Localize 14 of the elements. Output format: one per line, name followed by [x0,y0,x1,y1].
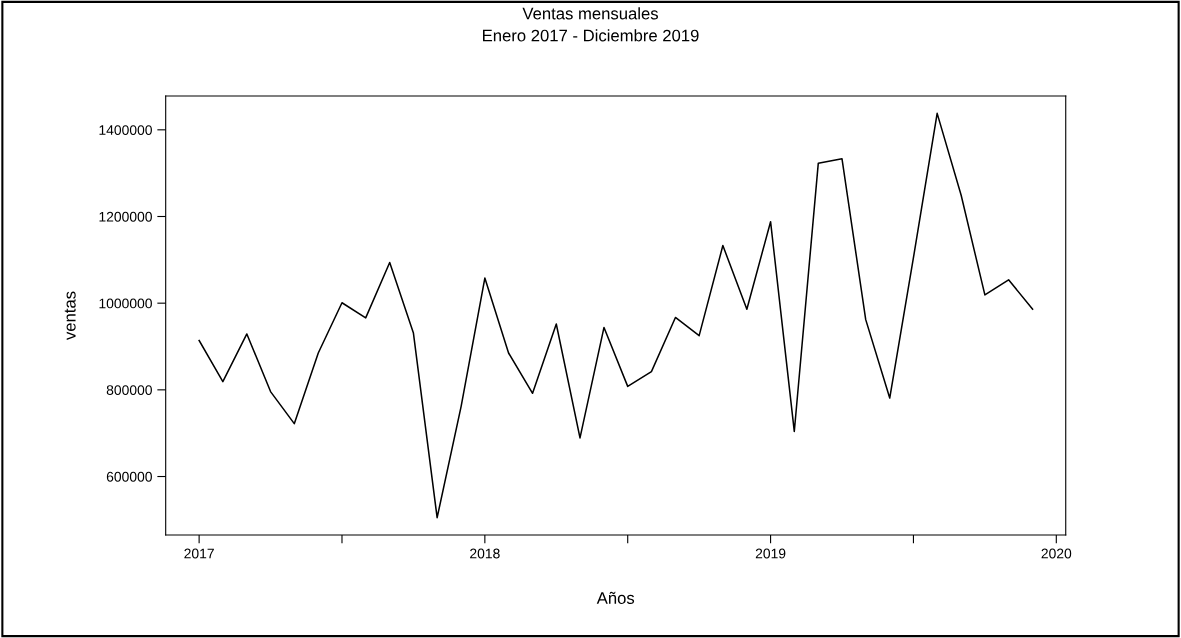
y-axis-title: ventas [64,291,76,341]
y-tick-label: 1400000 [99,125,152,135]
x-axis-title: Años [596,591,635,604]
x-tick-label: 2017 [184,548,214,559]
y-tick-label: 600000 [106,471,152,482]
y-tick-label: 1200000 [99,211,152,222]
x-tick-label: 2019 [755,548,786,559]
chart-title: Ventas mensuales [522,7,658,20]
x-tick-label: 2018 [470,548,500,559]
x-tick-label: 2020 [1041,548,1072,559]
y-tick-label: 1000000 [99,298,152,309]
line-series [198,112,1034,519]
chart-subtitle: Enero 2017 - Diciembre 2019 [483,29,699,42]
y-tick-label: 800000 [106,385,152,396]
